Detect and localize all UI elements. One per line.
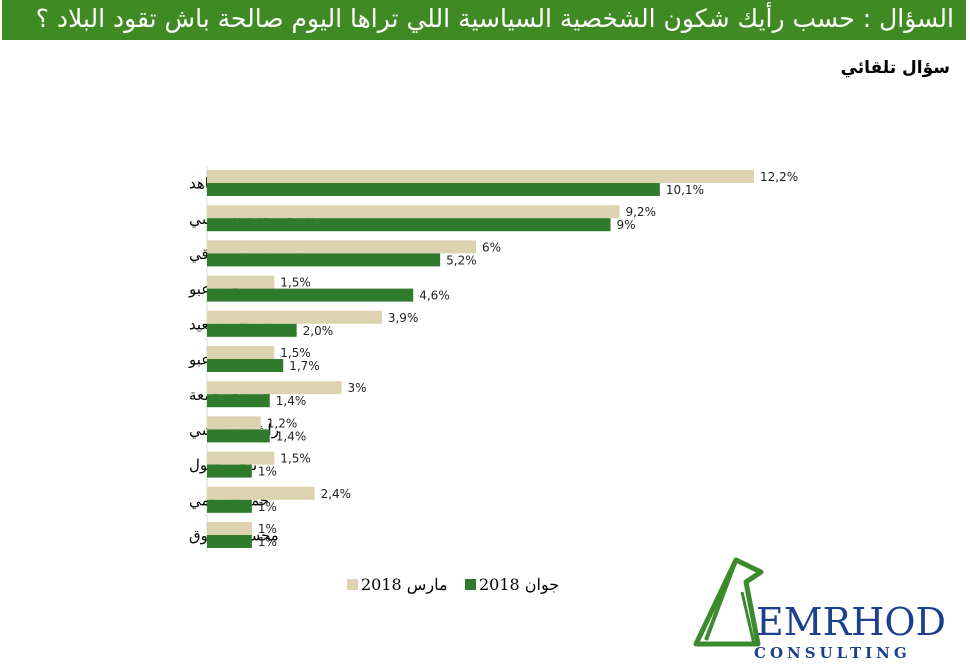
data-label: 2,4% [321, 487, 352, 501]
data-label: 1,2% [267, 416, 298, 430]
bar-march [207, 486, 315, 500]
bar-march [207, 310, 382, 324]
data-label: 12,2% [760, 170, 798, 184]
bar-june [207, 499, 252, 513]
data-label: 1,4% [276, 394, 307, 408]
bar-june [207, 464, 252, 478]
legend-label-march: مارس 2018 [361, 575, 448, 594]
logo-wordmark: EMRHOD [756, 600, 947, 644]
bar-march [207, 451, 275, 465]
data-label: 1,5% [280, 452, 311, 466]
bar-march [207, 522, 252, 535]
emrhod-logo [686, 532, 970, 670]
data-label: 6% [482, 240, 501, 254]
data-label: 3,9% [388, 311, 419, 325]
data-label: 1,5% [280, 346, 311, 360]
data-label: 5,2% [446, 253, 477, 267]
bar-march [207, 416, 261, 430]
logo-subtitle: CONSULTING [754, 644, 911, 662]
bar-june [207, 288, 414, 302]
data-label: 10,1% [666, 183, 704, 197]
question-text: السؤال : حسب رأيك شكون الشخصية السياسية … [35, 4, 954, 33]
legend: جوان 2018 مارس 2018 [345, 574, 590, 596]
bar-june [207, 183, 660, 196]
bar-june [207, 253, 441, 267]
data-label: 1% [258, 535, 277, 549]
legend-swatch-june [465, 579, 476, 590]
data-label: 1% [258, 500, 277, 514]
bar-march [207, 240, 477, 254]
data-label: 9% [617, 218, 636, 232]
data-label: 4,6% [419, 289, 450, 303]
data-label: 1% [258, 465, 277, 479]
bar-june [207, 359, 284, 372]
bar-june [207, 323, 297, 337]
bar-june [207, 429, 270, 443]
bar-march [207, 170, 754, 183]
bar-march [207, 381, 342, 395]
logo-mark-icon [693, 557, 764, 647]
bar-march [207, 205, 620, 219]
data-label: 9,2% [625, 205, 656, 219]
legend-swatch-march [347, 579, 358, 590]
bar-march [207, 346, 275, 359]
bar-june [207, 394, 270, 408]
question-banner: السؤال : حسب رأيك شكون الشخصية السياسية … [2, 0, 966, 40]
data-label: 3% [348, 381, 367, 395]
data-label: 1,7% [289, 359, 320, 373]
subtitle: سؤال تلقائي [840, 58, 950, 78]
legend-label-june: جوان 2018 [479, 575, 560, 594]
data-label: 1% [258, 522, 277, 536]
bar-june [207, 535, 252, 548]
bar-june [207, 218, 611, 232]
data-label: 1,4% [276, 429, 307, 443]
data-label: 2,0% [303, 324, 334, 338]
data-label: 1,5% [280, 276, 311, 290]
bar-march [207, 275, 275, 289]
